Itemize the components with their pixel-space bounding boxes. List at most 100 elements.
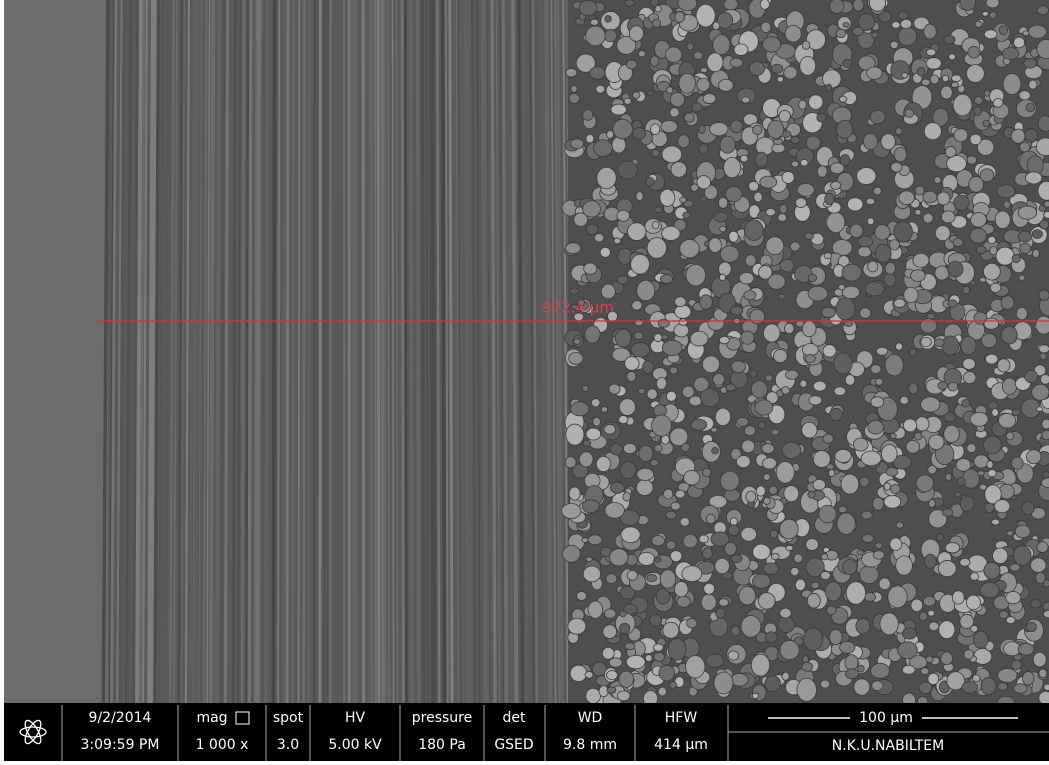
grain <box>963 469 980 488</box>
grain <box>719 274 725 281</box>
fiber-stripe <box>411 0 412 703</box>
grain <box>690 331 708 346</box>
grain <box>582 500 599 513</box>
grain <box>720 136 735 153</box>
grain <box>923 213 933 223</box>
grain <box>1028 25 1046 38</box>
grain <box>1044 684 1049 690</box>
grain <box>706 514 715 524</box>
grain <box>746 491 756 502</box>
grain <box>584 263 597 274</box>
grain <box>749 62 764 76</box>
grain <box>821 680 830 688</box>
grain <box>1043 580 1049 588</box>
grain <box>937 534 944 541</box>
grain <box>636 480 653 496</box>
grain <box>902 628 916 639</box>
grain <box>713 374 725 386</box>
grain <box>966 65 984 83</box>
grain <box>650 56 659 66</box>
grain <box>886 468 898 476</box>
grain <box>629 26 643 41</box>
grain <box>985 503 995 513</box>
grain <box>607 671 618 680</box>
grain <box>884 483 890 491</box>
grain <box>823 345 836 357</box>
grain <box>666 391 676 401</box>
grain <box>1020 142 1031 152</box>
grain <box>699 535 708 543</box>
grain <box>591 399 600 407</box>
grain <box>637 280 655 301</box>
grain <box>782 171 794 183</box>
grain <box>984 30 997 39</box>
grain <box>619 416 628 424</box>
grain <box>984 318 999 329</box>
grain <box>682 566 702 582</box>
grain <box>966 595 980 610</box>
grain <box>873 551 884 560</box>
grain <box>982 12 988 17</box>
grain <box>664 489 673 499</box>
grain <box>586 26 606 46</box>
grain <box>1040 220 1049 229</box>
grain <box>929 435 944 450</box>
grain <box>719 599 729 607</box>
grain <box>713 22 720 30</box>
grain <box>954 195 969 210</box>
grain <box>588 601 603 618</box>
grain <box>762 458 776 469</box>
grain <box>1015 525 1030 538</box>
grain <box>1037 542 1048 553</box>
grain <box>800 159 808 166</box>
grain <box>765 676 781 692</box>
grain <box>704 583 715 594</box>
field-value: 180 Pa <box>418 737 466 753</box>
grain <box>647 238 666 259</box>
grain <box>942 75 948 82</box>
grain <box>574 339 581 345</box>
grain <box>802 422 817 438</box>
grain <box>596 456 610 471</box>
grain <box>928 465 937 474</box>
grain <box>667 87 673 94</box>
grain <box>838 285 845 290</box>
grain <box>835 449 851 462</box>
grain <box>861 451 881 466</box>
grain <box>945 542 959 552</box>
grain <box>942 509 953 517</box>
grain <box>766 237 784 255</box>
grain <box>873 187 881 195</box>
grain <box>600 247 610 257</box>
grain <box>880 613 898 635</box>
grain <box>585 326 600 344</box>
grain <box>1018 643 1034 655</box>
grain <box>570 288 579 294</box>
grain <box>881 445 897 463</box>
grain <box>829 470 835 477</box>
grain <box>703 548 713 559</box>
grain <box>765 632 777 643</box>
grain <box>583 110 593 121</box>
grain <box>967 156 977 164</box>
grain <box>906 440 919 453</box>
grain <box>973 631 988 648</box>
grain <box>1039 345 1049 353</box>
grain <box>645 655 652 662</box>
grain <box>619 671 634 687</box>
grain <box>565 68 576 76</box>
grain <box>889 240 899 250</box>
grain <box>899 11 909 19</box>
grain <box>724 157 741 177</box>
grain <box>617 210 630 221</box>
grain <box>742 97 750 103</box>
fiber-stripe <box>249 0 251 703</box>
grain <box>858 665 865 672</box>
grain <box>562 545 580 562</box>
grain <box>675 12 685 23</box>
grain <box>862 534 874 542</box>
grain <box>870 110 885 124</box>
grain <box>621 527 640 543</box>
grain <box>779 204 787 213</box>
grain <box>778 214 787 222</box>
